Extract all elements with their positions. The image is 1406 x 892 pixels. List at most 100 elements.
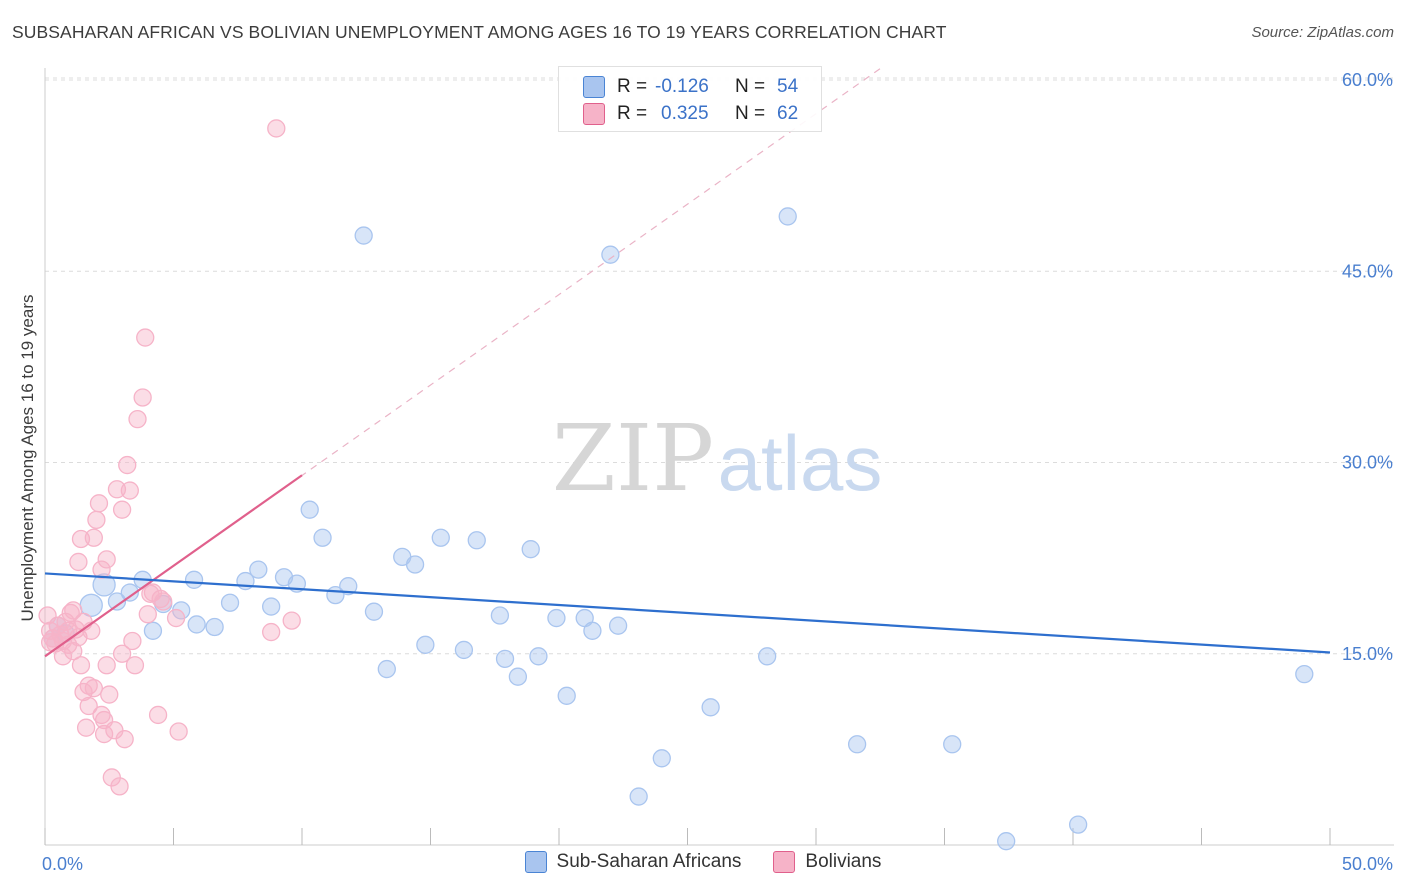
legend-n-label: N = bbox=[735, 76, 766, 97]
data-point bbox=[521, 540, 540, 559]
data-point bbox=[608, 616, 628, 635]
data-point bbox=[133, 388, 152, 407]
data-point bbox=[267, 119, 286, 138]
data-point bbox=[364, 602, 384, 621]
data-point bbox=[354, 226, 373, 245]
watermark-atlas: atlas bbox=[718, 419, 883, 507]
data-point bbox=[262, 597, 281, 616]
data-point bbox=[601, 245, 620, 264]
data-point bbox=[169, 722, 188, 741]
data-point bbox=[40, 633, 60, 652]
data-point bbox=[557, 686, 576, 705]
legend-label: Bolivians bbox=[805, 851, 882, 872]
data-point bbox=[778, 207, 797, 226]
data-point bbox=[339, 577, 358, 596]
legend-row-bolivians: R = 0.325 N = 62 bbox=[583, 101, 798, 127]
axes bbox=[44, 68, 1394, 846]
data-point bbox=[123, 631, 142, 651]
data-point bbox=[652, 749, 671, 768]
watermark-zip: ZIP bbox=[552, 405, 714, 512]
data-point bbox=[262, 622, 281, 642]
legend-n-value: 54 bbox=[777, 76, 799, 97]
data-point bbox=[92, 573, 116, 597]
data-point bbox=[997, 832, 1016, 851]
data-point bbox=[547, 608, 566, 628]
data-point bbox=[148, 705, 168, 725]
data-point bbox=[76, 718, 96, 737]
data-point bbox=[138, 605, 157, 624]
data-point bbox=[282, 611, 301, 630]
data-point bbox=[71, 656, 91, 675]
data-point bbox=[151, 589, 170, 609]
data-point bbox=[118, 455, 137, 475]
legend-r-label: R = bbox=[617, 103, 648, 124]
data-point bbox=[701, 698, 720, 717]
legend-r-value: 0.325 bbox=[661, 103, 709, 124]
data-point bbox=[300, 500, 319, 519]
data-point bbox=[107, 592, 127, 611]
regression-line-bolivians bbox=[44, 474, 303, 658]
data-point bbox=[490, 606, 510, 625]
y-tick-label: 30.0% bbox=[1342, 453, 1393, 473]
data-point bbox=[84, 679, 103, 698]
data-point bbox=[53, 647, 73, 666]
grid-lines bbox=[45, 77, 1394, 655]
data-point bbox=[431, 528, 450, 547]
data-point bbox=[377, 659, 396, 679]
legend-label: Sub-Saharan Africans bbox=[556, 851, 742, 872]
data-points bbox=[38, 119, 1314, 851]
data-point bbox=[89, 494, 109, 513]
data-point bbox=[187, 615, 206, 634]
data-point bbox=[143, 621, 163, 640]
legend-swatch-pink bbox=[773, 851, 796, 873]
data-point bbox=[1068, 815, 1088, 834]
data-point bbox=[100, 685, 119, 704]
data-point bbox=[79, 696, 98, 716]
legend-swatch-pink bbox=[583, 103, 605, 125]
data-point bbox=[467, 531, 486, 550]
data-point bbox=[583, 621, 602, 640]
data-point bbox=[184, 570, 204, 589]
data-point bbox=[69, 552, 88, 572]
regression-lines bbox=[44, 68, 1331, 658]
data-point bbox=[92, 560, 111, 579]
legend-n-label: N = bbox=[735, 103, 766, 124]
series-sub-saharan-africans bbox=[43, 207, 1314, 851]
data-point bbox=[115, 730, 134, 749]
data-point bbox=[495, 649, 515, 668]
source-label: Source: ZipAtlas.com bbox=[1251, 24, 1394, 41]
tick-labels: 15.0% 30.0% 45.0% 60.0% 0.0% 50.0% bbox=[42, 70, 1393, 874]
data-point bbox=[154, 592, 173, 611]
data-point bbox=[84, 528, 103, 547]
chart-title: SUBSAHARAN AFRICAN VS BOLIVIAN UNEMPLOYM… bbox=[12, 22, 947, 42]
data-point bbox=[120, 481, 139, 500]
data-point bbox=[87, 510, 106, 530]
legend-item-subsaharan: Sub-Saharan Africans bbox=[524, 851, 742, 873]
legend-r-label: R = bbox=[617, 76, 648, 97]
data-point bbox=[97, 550, 116, 569]
data-point bbox=[61, 603, 80, 623]
data-point bbox=[416, 635, 435, 654]
series-legend: Sub-Saharan Africans Bolivians bbox=[0, 851, 1406, 873]
data-point bbox=[94, 724, 114, 744]
data-point bbox=[64, 601, 83, 620]
y-tick-label: 45.0% bbox=[1342, 261, 1393, 281]
data-point bbox=[943, 735, 962, 754]
data-point bbox=[405, 555, 425, 574]
y-tick-label: 15.0% bbox=[1342, 644, 1393, 664]
data-point bbox=[97, 656, 116, 675]
data-point bbox=[529, 647, 548, 666]
legend-swatch-blue bbox=[583, 76, 605, 98]
data-point bbox=[128, 409, 147, 429]
legend-row-subsaharan: R = -0.126 N = 54 bbox=[583, 74, 798, 100]
data-point bbox=[1295, 665, 1314, 684]
data-point bbox=[136, 328, 155, 347]
series-bolivians bbox=[38, 119, 301, 796]
x-tick-label: 50.0% bbox=[1342, 854, 1393, 874]
data-point bbox=[112, 500, 132, 519]
data-point bbox=[847, 735, 867, 754]
data-point bbox=[166, 608, 186, 628]
data-point bbox=[249, 560, 268, 579]
data-point bbox=[508, 667, 528, 686]
